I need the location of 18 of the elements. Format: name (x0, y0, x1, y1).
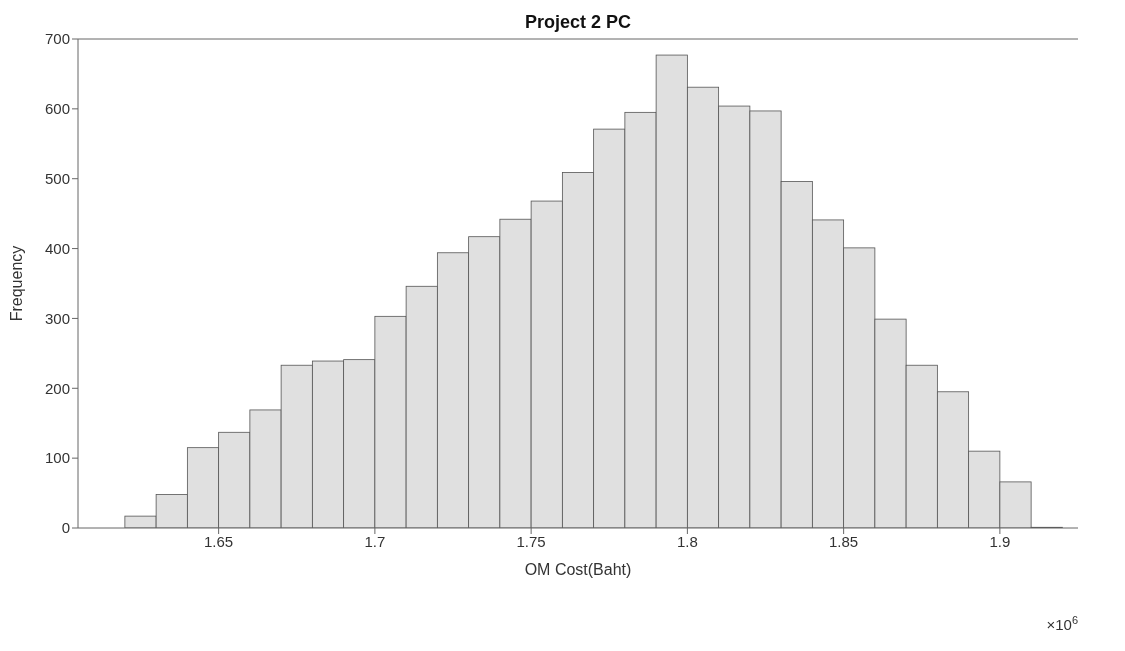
chart-title: Project 2 PC (524, 12, 632, 32)
y-tick-label: 600 (44, 100, 70, 118)
y-tick-label: 0 (61, 519, 70, 537)
x-tick-label: 1.65 (204, 532, 234, 550)
y-tick-label: 400 (44, 239, 70, 257)
y-tick-label: 300 (44, 309, 70, 327)
y-tick-label: 200 (44, 379, 70, 397)
x-tick-label: 1.7 (364, 532, 386, 550)
y-axis-title: Frequency (7, 245, 25, 322)
x-tick-label: 1.75 (516, 532, 546, 550)
text: ×10$^{6}$ (1046, 614, 1078, 633)
x-tick-label: 1.8 (676, 532, 698, 550)
x-tick-label: 1.9 (989, 532, 1011, 550)
x-tick-label: 1.85 (829, 532, 859, 550)
y-tick-label: 500 (44, 170, 70, 188)
y-tick-label: 100 (44, 449, 70, 467)
y-tick-label: 700 (44, 30, 70, 48)
x-axis-title: OM Cost(Baht) (524, 561, 632, 578)
